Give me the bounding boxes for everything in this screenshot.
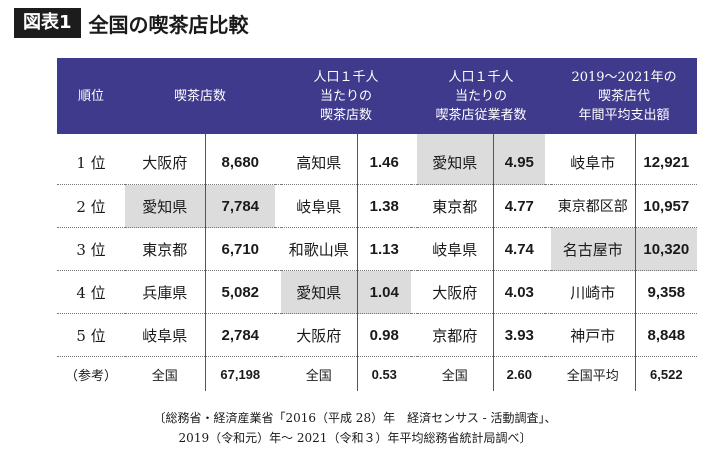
staff-name: 大阪府: [417, 270, 494, 314]
header-shop-count: 喫茶店数: [125, 58, 276, 134]
per1000-value: 0.98: [356, 313, 412, 357]
staff-value-highlight: 4.95: [492, 134, 546, 185]
per1000-name: 高知県: [281, 134, 358, 185]
staff-name: 全国: [441, 368, 468, 384]
figure-title: 全国の喫茶店比較: [88, 12, 249, 37]
spend-name: 全国平均: [566, 368, 619, 384]
table-row: 3 位 東京都 6,710 和歌山県 1.13 岐阜県 4.74 名古屋市 10…: [57, 227, 698, 271]
source-line-2: 2019（令和元）年〜 2021（令和３）年平均総務省統計局調べ〕: [178, 431, 532, 445]
per1000-value-highlight: 1.04: [356, 270, 412, 314]
shops-name: 岐阜県: [125, 313, 205, 357]
table-row: 5 位 岐阜県 2,784 大阪府 0.98 京都府 3.93 神戸市 8,84…: [57, 313, 698, 357]
staff-value: 4.03: [492, 270, 546, 314]
per1000-value: 1.46: [356, 134, 412, 185]
spend-name: 川崎市: [551, 270, 636, 314]
table-row: 4 位 兵庫県 5,082 愛知県 1.04 大阪府 4.03 川崎市 9,35…: [57, 270, 698, 314]
rank-cell: 2 位: [57, 184, 125, 228]
shops-name: 東京都: [125, 227, 205, 271]
per1000-name-highlight: 愛知県: [281, 270, 358, 314]
spend-value: 6,522: [634, 356, 698, 391]
table-row: 1 位 大阪府 8,680 高知県 1.46 愛知県 4.95 岐阜市 12,9…: [57, 134, 698, 185]
spend-name-highlight: 名古屋市: [551, 227, 636, 271]
rank-cell: 3 位: [57, 227, 125, 271]
spend-name: 神戸市: [551, 313, 636, 357]
rank-cell: 5 位: [57, 313, 125, 357]
spend-value-highlight: 10,320: [634, 227, 698, 271]
rank-cell: 1 位: [57, 134, 125, 185]
shops-value-highlight: 7,784: [204, 184, 276, 228]
header-staff-per-1000: 人口１千人 当たりの 喫茶店従業者数: [417, 58, 546, 134]
spend-value: 8,848: [634, 313, 698, 357]
reference-row: （参考） 全国 67,198 全国 0.53 全国 2.60 全国平均 6,52…: [57, 356, 698, 391]
staff-value: 3.93: [492, 313, 546, 357]
shops-name: 大阪府: [125, 134, 205, 185]
shops-value: 2,784: [204, 313, 276, 357]
shops-value: 8,680: [204, 134, 276, 185]
staff-value: 4.74: [492, 227, 546, 271]
per1000-name: 大阪府: [281, 313, 358, 357]
staff-value: 4.77: [492, 184, 546, 228]
rank-cell: （参考）: [64, 368, 117, 384]
table-row: 2 位 愛知県 7,784 岐阜県 1.38 東京都 4.77 東京都区部 10…: [57, 184, 698, 228]
staff-name: 京都府: [417, 313, 494, 357]
per1000-value: 0.53: [356, 356, 412, 391]
per1000-value: 1.38: [356, 184, 412, 228]
spend-name: 岐阜市: [551, 134, 636, 185]
shops-name: 兵庫県: [125, 270, 205, 314]
per1000-name: 岐阜県: [281, 184, 358, 228]
spend-value: 10,957: [634, 184, 698, 228]
shops-name: 全国: [151, 368, 178, 384]
spend-value: 12,921: [634, 134, 698, 185]
per1000-name: 全国: [305, 368, 332, 384]
staff-value: 2.60: [492, 356, 546, 391]
per1000-value: 1.13: [356, 227, 412, 271]
comparison-table: 順位 喫茶店数 人口１千人 当たりの 喫茶店数 人口１千人 当たりの 喫茶店従業…: [57, 58, 698, 391]
per1000-name: 和歌山県: [281, 227, 358, 271]
rank-cell: 4 位: [57, 270, 125, 314]
header-rank: 順位: [57, 58, 125, 134]
staff-name-highlight: 愛知県: [417, 134, 494, 185]
shops-name-highlight: 愛知県: [125, 184, 205, 228]
figure-tag: 図表1: [14, 8, 81, 38]
shops-value: 6,710: [204, 227, 276, 271]
staff-name: 岐阜県: [417, 227, 494, 271]
figure-title-bar: 図表1 全国の喫茶店比較: [14, 8, 249, 38]
source-note: 〔総務省・経済産業省「2016（平成 28）年 経済センサス - 活動調査」、 …: [0, 408, 710, 448]
shops-value: 67,198: [204, 356, 276, 391]
spend-value: 9,358: [634, 270, 698, 314]
shops-value: 5,082: [204, 270, 276, 314]
staff-name: 東京都: [417, 184, 494, 228]
table-header-row: 順位 喫茶店数 人口１千人 当たりの 喫茶店数 人口１千人 当たりの 喫茶店従業…: [57, 58, 698, 134]
header-shops-per-1000: 人口１千人 当たりの 喫茶店数: [281, 58, 412, 134]
source-line-1: 〔総務省・経済産業省「2016（平成 28）年 経済センサス - 活動調査」、: [153, 411, 557, 425]
header-annual-spending: 2019〜2021年の 喫茶店代 年間平均支出額: [551, 58, 698, 134]
spend-name: 東京都区部: [551, 184, 636, 228]
